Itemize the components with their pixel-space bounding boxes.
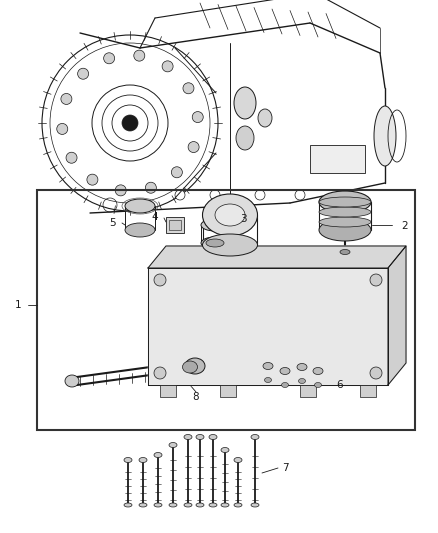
Ellipse shape (154, 503, 162, 507)
Ellipse shape (139, 457, 147, 463)
Circle shape (115, 185, 126, 196)
Circle shape (57, 124, 68, 134)
Ellipse shape (234, 87, 256, 119)
Ellipse shape (202, 194, 258, 236)
Circle shape (78, 68, 88, 79)
Ellipse shape (282, 383, 289, 387)
Ellipse shape (185, 358, 205, 374)
Ellipse shape (125, 223, 155, 237)
Polygon shape (148, 246, 406, 268)
Ellipse shape (319, 217, 371, 227)
Text: 7: 7 (282, 463, 288, 473)
Bar (310, 145, 365, 173)
Ellipse shape (201, 219, 229, 231)
Ellipse shape (280, 367, 290, 375)
Circle shape (162, 61, 173, 72)
Ellipse shape (319, 219, 371, 241)
Bar (220, 385, 236, 397)
Ellipse shape (314, 383, 321, 387)
Text: 5: 5 (109, 218, 115, 228)
Ellipse shape (221, 448, 229, 453)
Ellipse shape (258, 109, 272, 127)
Ellipse shape (202, 234, 258, 256)
Text: 2: 2 (402, 221, 408, 231)
Ellipse shape (299, 378, 305, 384)
Ellipse shape (184, 434, 192, 440)
Circle shape (295, 190, 305, 200)
Ellipse shape (215, 204, 245, 226)
Ellipse shape (236, 126, 254, 150)
Circle shape (145, 182, 156, 193)
Ellipse shape (297, 364, 307, 370)
Circle shape (154, 367, 166, 379)
Ellipse shape (183, 361, 198, 373)
Ellipse shape (374, 106, 396, 166)
Bar (166, 217, 184, 233)
Circle shape (154, 274, 166, 286)
Ellipse shape (169, 503, 177, 507)
Ellipse shape (196, 503, 204, 507)
Text: 1: 1 (15, 300, 21, 310)
Ellipse shape (201, 237, 229, 249)
Polygon shape (148, 268, 388, 385)
Ellipse shape (206, 239, 224, 247)
Text: 8: 8 (193, 392, 199, 402)
Ellipse shape (154, 453, 162, 457)
Ellipse shape (209, 503, 217, 507)
Bar (360, 385, 376, 397)
Ellipse shape (251, 503, 259, 507)
Ellipse shape (124, 503, 132, 507)
Text: 3: 3 (240, 214, 246, 224)
Circle shape (255, 190, 265, 200)
Ellipse shape (319, 197, 371, 207)
Ellipse shape (184, 503, 192, 507)
Bar (300, 385, 316, 397)
Ellipse shape (234, 503, 242, 507)
Ellipse shape (65, 375, 79, 387)
Ellipse shape (221, 503, 229, 507)
Circle shape (61, 93, 72, 104)
Ellipse shape (139, 503, 147, 507)
Circle shape (192, 111, 203, 123)
Circle shape (104, 53, 115, 64)
Ellipse shape (251, 434, 259, 440)
Ellipse shape (234, 457, 242, 463)
Ellipse shape (263, 362, 273, 369)
Ellipse shape (319, 207, 371, 217)
Text: 6: 6 (337, 380, 343, 390)
Circle shape (188, 142, 199, 152)
Ellipse shape (265, 377, 272, 383)
Polygon shape (388, 246, 406, 385)
Circle shape (87, 174, 98, 185)
Circle shape (183, 83, 194, 94)
Circle shape (122, 115, 138, 131)
Circle shape (335, 190, 345, 200)
Circle shape (134, 50, 145, 61)
Circle shape (175, 190, 185, 200)
Bar (169, 220, 181, 230)
Bar (37, 190, 415, 430)
Circle shape (370, 274, 382, 286)
Ellipse shape (124, 457, 132, 463)
Circle shape (66, 152, 77, 163)
Ellipse shape (319, 191, 371, 213)
Circle shape (210, 190, 220, 200)
Bar (160, 385, 176, 397)
Circle shape (171, 167, 182, 178)
Text: 4: 4 (152, 212, 158, 222)
Ellipse shape (196, 434, 204, 440)
Ellipse shape (340, 249, 350, 254)
Ellipse shape (125, 199, 155, 213)
Ellipse shape (313, 367, 323, 375)
Ellipse shape (169, 442, 177, 448)
Circle shape (370, 367, 382, 379)
Ellipse shape (209, 434, 217, 440)
